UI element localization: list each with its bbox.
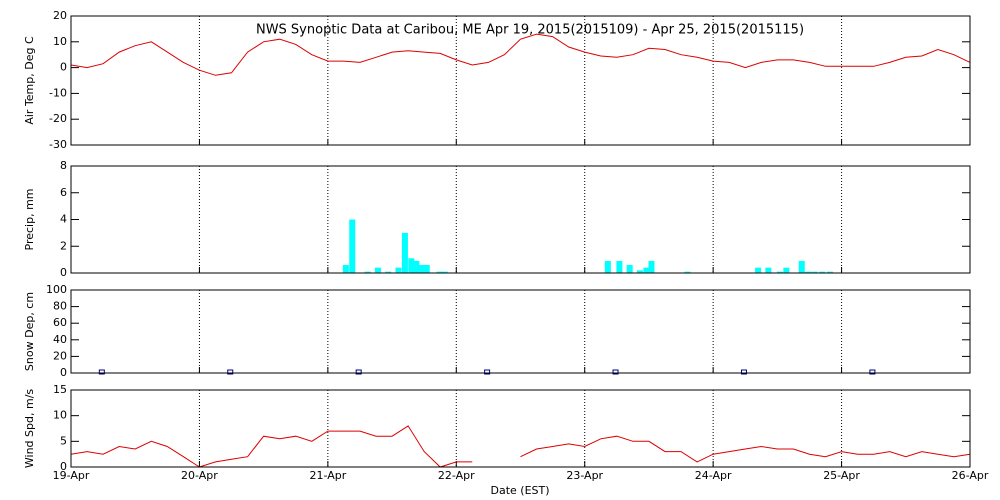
- y-tick-label: 20: [53, 9, 67, 22]
- bar: [395, 267, 402, 273]
- bar: [626, 264, 633, 273]
- y-tick-label: 4: [60, 213, 67, 226]
- bar: [441, 271, 448, 273]
- bar: [636, 270, 643, 273]
- plot-frame: [70, 389, 971, 468]
- y-tick-label: 2: [60, 239, 67, 252]
- y-tick-label: 10: [53, 409, 67, 422]
- x-tick-label: 22-Apr: [438, 469, 475, 482]
- bar: [423, 264, 430, 273]
- bar: [776, 271, 783, 273]
- bar: [798, 260, 805, 273]
- bar: [413, 260, 420, 273]
- marker: [484, 369, 491, 375]
- y-tick-label: 8: [60, 159, 67, 172]
- bar: [684, 271, 691, 273]
- marker: [98, 369, 105, 375]
- bar: [418, 264, 425, 273]
- y-tick-label: 40: [53, 333, 67, 346]
- x-tick-label: 19-Apr: [53, 469, 90, 482]
- y-axis-label: Precip, mm: [23, 189, 36, 251]
- bar: [648, 260, 655, 273]
- bar: [342, 264, 349, 273]
- x-tick-label: 23-Apr: [566, 469, 603, 482]
- bar: [755, 267, 762, 273]
- bar: [616, 260, 623, 273]
- y-tick-label: 6: [60, 186, 67, 199]
- bar: [385, 271, 392, 273]
- y-tick-label: 60: [53, 316, 67, 329]
- bar: [408, 258, 415, 273]
- data-line: [70, 425, 971, 468]
- bar: [783, 267, 790, 273]
- y-tick-label: 10: [53, 35, 67, 48]
- y-tick-label: -20: [49, 112, 67, 125]
- x-tick-label: 21-Apr: [309, 469, 346, 482]
- bar: [811, 271, 818, 273]
- x-tick-label: 24-Apr: [695, 469, 732, 482]
- y-tick-label: 0: [60, 61, 67, 74]
- data-line: [70, 33, 971, 76]
- y-tick-label: 100: [46, 283, 67, 296]
- x-tick-label: 26-Apr: [952, 469, 989, 482]
- y-tick-label: 5: [60, 434, 67, 447]
- y-tick-label: 0: [60, 366, 67, 379]
- bar: [349, 219, 356, 273]
- chart-title: NWS Synoptic Data at Caribou, ME Apr 19,…: [256, 23, 804, 38]
- marker: [740, 369, 747, 375]
- bar: [436, 271, 443, 273]
- marker: [612, 369, 619, 375]
- bar: [364, 271, 371, 273]
- y-tick-label: 0: [60, 266, 67, 279]
- marker: [227, 369, 234, 375]
- plot-frame: [70, 289, 971, 374]
- bar: [819, 271, 826, 273]
- y-tick-label: 80: [53, 300, 67, 313]
- y-tick-label: -30: [49, 138, 67, 151]
- marker: [869, 369, 876, 375]
- bar: [805, 271, 812, 273]
- y-tick-label: -10: [49, 86, 67, 99]
- bar: [765, 267, 772, 273]
- marker: [355, 369, 362, 375]
- bar: [374, 267, 381, 273]
- x-tick-label: 20-Apr: [181, 469, 218, 482]
- plot-frame: [70, 165, 971, 274]
- y-tick-label: 15: [53, 383, 67, 396]
- y-tick-label: 0: [60, 460, 67, 473]
- bar: [643, 267, 650, 273]
- bar: [401, 232, 408, 273]
- plot-frame: [70, 15, 971, 146]
- y-axis-label: Air Temp, Deg C: [23, 36, 36, 125]
- x-axis-label: Date (EST): [490, 484, 549, 497]
- x-tick-label: 25-Apr: [823, 469, 860, 482]
- y-axis-label: Wind Spd, m/s: [23, 389, 36, 469]
- y-tick-label: 20: [53, 349, 67, 362]
- bar: [604, 260, 611, 273]
- bar: [827, 271, 834, 273]
- y-axis-label: Snow Dep, cm: [23, 292, 36, 371]
